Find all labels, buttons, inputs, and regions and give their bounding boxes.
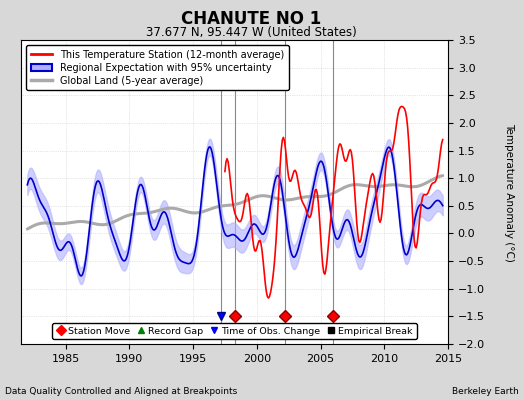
Text: Data Quality Controlled and Aligned at Breakpoints: Data Quality Controlled and Aligned at B… xyxy=(5,387,237,396)
Y-axis label: Temperature Anomaly (°C): Temperature Anomaly (°C) xyxy=(504,122,515,262)
Text: Berkeley Earth: Berkeley Earth xyxy=(452,387,519,396)
Text: 37.677 N, 95.447 W (United States): 37.677 N, 95.447 W (United States) xyxy=(146,26,357,39)
Text: CHANUTE NO 1: CHANUTE NO 1 xyxy=(181,10,322,28)
Legend: Station Move, Record Gap, Time of Obs. Change, Empirical Break: Station Move, Record Gap, Time of Obs. C… xyxy=(52,323,417,339)
